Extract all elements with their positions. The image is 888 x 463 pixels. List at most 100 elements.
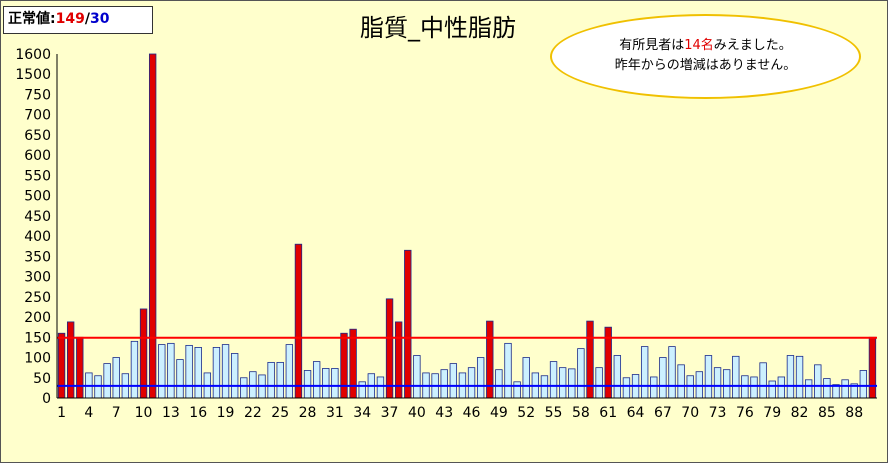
- note-line-2: 昨年からの増減はありません。: [614, 58, 797, 73]
- x-tick-label: 34: [353, 405, 371, 421]
- bar: [176, 359, 184, 399]
- bar: [568, 368, 576, 399]
- bar: [868, 336, 877, 399]
- x-tick-label: 28: [299, 405, 317, 421]
- x-tick-label: 4: [84, 405, 93, 421]
- plot-area: [57, 54, 877, 398]
- normal-range-label: 正常値:: [8, 11, 56, 27]
- bar: [158, 344, 166, 399]
- y-tick-label: 600: [24, 148, 51, 164]
- bar: [695, 371, 704, 399]
- bar: [358, 381, 366, 399]
- bar: [413, 355, 421, 399]
- x-tick-label: 85: [818, 405, 836, 421]
- bar: [777, 376, 786, 399]
- x-tick-label: 88: [845, 405, 863, 421]
- bar: [94, 375, 102, 399]
- bar: [759, 362, 767, 399]
- bar: [312, 361, 321, 399]
- bar: [139, 308, 148, 399]
- bar: [659, 357, 667, 399]
- y-tick-label: 500: [24, 189, 51, 205]
- x-tick-label: 61: [599, 405, 617, 421]
- bar: [704, 355, 713, 399]
- bar: [795, 355, 804, 399]
- bar: [57, 332, 66, 399]
- bar: [148, 53, 157, 399]
- bar: [185, 344, 193, 399]
- bar: [240, 377, 248, 399]
- bar: [504, 342, 512, 399]
- bar: [741, 375, 749, 399]
- bar: [331, 368, 339, 399]
- bar: [76, 336, 84, 399]
- bar: [221, 344, 230, 399]
- note-line-1: 有所見者は14名みえました。: [552, 36, 859, 56]
- bar: [841, 379, 849, 399]
- y-tick-label: 400: [24, 229, 51, 245]
- x-tick-label: 64: [627, 405, 645, 421]
- bar: [249, 371, 257, 399]
- chart-title: 脂質_中性脂肪: [360, 14, 516, 42]
- bar: [440, 369, 448, 399]
- bar: [558, 367, 567, 399]
- bar: [167, 342, 175, 399]
- y-tick-label: 450: [24, 209, 51, 225]
- bar: [194, 347, 202, 399]
- bar: [668, 346, 676, 399]
- y-tick-label: 650: [24, 128, 51, 144]
- bar: [814, 364, 822, 399]
- bar: [540, 375, 549, 399]
- y-tick-label: 200: [24, 310, 51, 326]
- bar: [322, 368, 330, 399]
- bar: [513, 381, 521, 399]
- bar: [212, 347, 221, 399]
- x-tick-label: 73: [709, 405, 727, 421]
- y-tick-label: 1600: [15, 47, 51, 63]
- bar: [768, 380, 776, 399]
- note-line-1-start: 有所見者は: [619, 38, 685, 53]
- bar: [622, 377, 631, 399]
- bar: [130, 340, 139, 399]
- x-tick-label: 19: [217, 405, 235, 421]
- x-tick-label: 58: [572, 405, 590, 421]
- bar: [103, 363, 111, 399]
- bar: [404, 249, 412, 399]
- x-tick-label: 67: [654, 405, 672, 421]
- x-tick-label: 25: [271, 405, 289, 421]
- bar: [686, 375, 694, 399]
- bar: [722, 369, 731, 399]
- x-tick-label: 82: [791, 405, 809, 421]
- bar: [349, 328, 357, 399]
- x-tick-label: 79: [763, 405, 781, 421]
- x-tick-label: 46: [463, 405, 481, 421]
- bar: [276, 361, 284, 399]
- y-tick-label: 250: [24, 290, 51, 306]
- x-tick-label: 55: [545, 405, 563, 421]
- x-tick-label: 49: [490, 405, 508, 421]
- bar: [750, 376, 758, 399]
- bar: [230, 353, 239, 399]
- note-abnormal-count: 14名: [684, 38, 714, 53]
- bar: [677, 364, 685, 399]
- y-tick-label: 100: [24, 351, 51, 367]
- bar: [467, 367, 476, 399]
- x-tick-label: 37: [381, 405, 399, 421]
- y-tick-label: 550: [24, 168, 51, 184]
- x-tick-label: 10: [135, 405, 153, 421]
- bar: [577, 348, 585, 399]
- y-tick-label: 350: [24, 249, 51, 265]
- normal-range-separator: /: [84, 11, 90, 27]
- x-tick-label: 13: [162, 405, 180, 421]
- bar: [595, 367, 603, 399]
- bar: [549, 361, 558, 399]
- finding-note-balloon: 有所見者は14名みえました。 昨年からの増減はありません。: [550, 14, 861, 99]
- bar: [823, 378, 831, 399]
- bar: [859, 370, 868, 399]
- x-tick-label: 22: [244, 405, 262, 421]
- x-tick-label: 52: [517, 405, 535, 421]
- y-tick-label: 300: [24, 270, 51, 286]
- bar: [294, 243, 303, 399]
- bar: [713, 367, 722, 399]
- x-tick-label: 7: [112, 405, 121, 421]
